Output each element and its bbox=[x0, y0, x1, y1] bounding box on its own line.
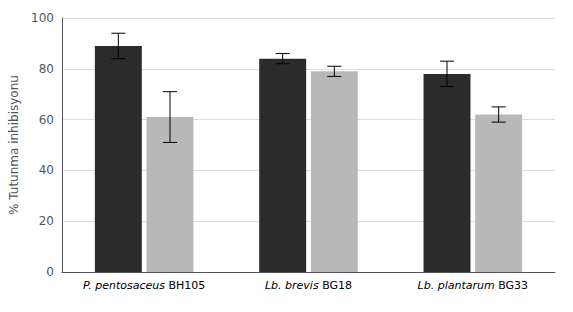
svg-text:Lb. plantarum: Lb. plantarum bbox=[418, 279, 495, 292]
svg-text:BH105: BH105 bbox=[165, 279, 205, 292]
svg-text:100: 100 bbox=[31, 11, 54, 25]
svg-text:Lb. brevis: Lb. brevis bbox=[265, 279, 319, 292]
svg-text:P. pentosaceus: P. pentosaceus bbox=[83, 279, 165, 292]
svg-text:40: 40 bbox=[39, 163, 54, 177]
svg-text:% Tutunma inhibisyonu: % Tutunma inhibisyonu bbox=[7, 75, 21, 215]
svg-text:80: 80 bbox=[39, 62, 54, 76]
svg-text:60: 60 bbox=[39, 113, 54, 127]
svg-text:BG18: BG18 bbox=[319, 279, 352, 292]
svg-text:BG33: BG33 bbox=[495, 279, 528, 292]
svg-text:20: 20 bbox=[39, 214, 54, 228]
svg-text:0: 0 bbox=[46, 265, 54, 279]
